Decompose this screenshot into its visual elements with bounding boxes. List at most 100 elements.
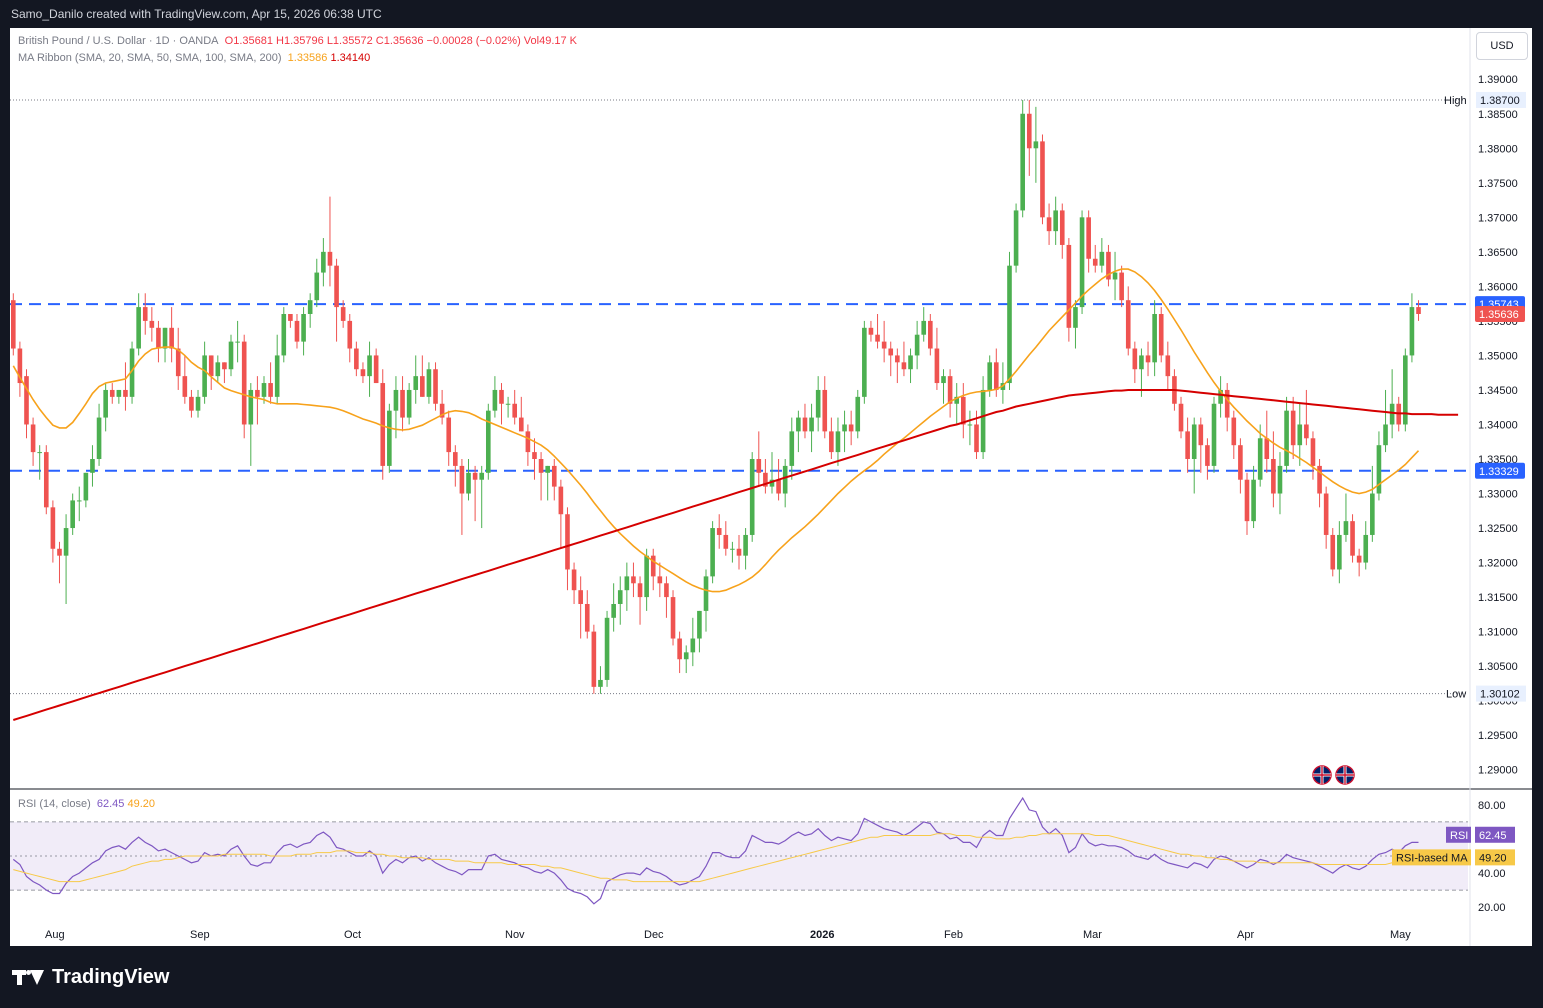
- candle-body: [367, 355, 372, 377]
- candle-body: [1059, 210, 1065, 245]
- candle-body: [690, 638, 696, 653]
- rsi-tick-label: 20.00: [1478, 902, 1506, 914]
- candle-body: [340, 307, 346, 321]
- candle-body: [1092, 258, 1098, 266]
- candle-body: [716, 528, 722, 535]
- candle-body: [387, 410, 392, 466]
- candle-body: [730, 548, 735, 550]
- rsi-ma-name-bg: [1392, 849, 1471, 866]
- candle-body: [1026, 113, 1032, 149]
- candle-body: [268, 383, 273, 397]
- time-axis-label: May: [1390, 929, 1411, 941]
- candle-body: [796, 417, 801, 432]
- candle-body: [288, 314, 293, 321]
- ma-ribbon-title[interactable]: MA Ribbon (SMA, 20, SMA, 50, SMA, 100, S…: [18, 52, 282, 64]
- rsi-value-label: 62.45: [1479, 830, 1507, 842]
- candle-body: [222, 362, 227, 370]
- candle-body: [987, 362, 993, 390]
- time-axis-label: Sep: [190, 929, 210, 941]
- candle-body: [1079, 217, 1085, 308]
- high-value-bg: [1476, 91, 1526, 108]
- candle-body: [24, 376, 29, 425]
- candle-body: [967, 424, 973, 426]
- candle-body: [30, 424, 36, 453]
- candle-body: [208, 355, 214, 377]
- time-axis-label: 2026: [810, 929, 834, 941]
- rsi-ma-legend-value: 49.20: [127, 798, 155, 810]
- time-axis-label: Apr: [1237, 929, 1254, 941]
- candle-body: [941, 376, 946, 384]
- candle-body: [532, 452, 537, 459]
- candle-body: [980, 389, 986, 453]
- price-tick-label: 1.32000: [1478, 558, 1518, 570]
- candle-body: [321, 251, 326, 273]
- candle-body: [947, 376, 953, 404]
- price-tick-label: 1.34500: [1478, 385, 1518, 397]
- candle-body: [974, 424, 979, 453]
- candle-body: [129, 348, 135, 397]
- candle-body: [248, 389, 254, 425]
- candle-body: [327, 251, 333, 266]
- candle-body: [1244, 479, 1250, 522]
- candle-body: [842, 424, 847, 432]
- footer: [0, 946, 1543, 1008]
- candle-body: [50, 507, 56, 549]
- tradingview-logo[interactable]: TradingView: [12, 966, 169, 989]
- candle-body: [76, 500, 82, 502]
- candle-body: [83, 472, 89, 501]
- candle-body: [393, 389, 399, 411]
- candle-body: [776, 479, 781, 494]
- candle-body: [670, 597, 676, 639]
- attribution-text: Samo_Danilo created with TradingView.com…: [11, 7, 382, 21]
- candle-body: [149, 320, 155, 328]
- candle-body: [637, 583, 643, 598]
- price-legend: British Pound / U.S. Dollar · 1D · OANDA…: [18, 35, 577, 47]
- ma-value-2: 1.34140: [330, 52, 371, 64]
- candle-body: [70, 500, 75, 529]
- candle-body: [1224, 389, 1230, 418]
- candle-body: [677, 638, 682, 660]
- candle-body: [598, 679, 603, 687]
- candle-body: [1277, 465, 1283, 494]
- candle-body: [631, 576, 636, 584]
- rsi-legend-value: 62.45: [96, 798, 125, 810]
- candle-body: [1053, 210, 1058, 232]
- candle-body: [1310, 438, 1316, 466]
- candle-body: [426, 369, 432, 397]
- symbol-name[interactable]: British Pound / U.S. Dollar · 1D · OANDA: [18, 35, 219, 47]
- candle-body: [954, 396, 960, 404]
- candle-body: [1211, 403, 1217, 466]
- candle-body: [617, 590, 623, 604]
- candle-body: [1198, 424, 1204, 446]
- candle-body: [1231, 417, 1237, 446]
- candle-body: [10, 300, 16, 349]
- candle-body: [868, 327, 874, 335]
- candle-body: [1297, 424, 1303, 446]
- candle-body: [406, 389, 412, 418]
- candle-body: [1125, 300, 1131, 349]
- currency-button[interactable]: USD: [1476, 32, 1528, 60]
- candle-body: [1403, 355, 1408, 425]
- candle-body: [1376, 445, 1382, 494]
- candle-body: [1007, 265, 1012, 384]
- candle-body: [657, 576, 663, 584]
- rsi-title[interactable]: RSI (14, close): [18, 798, 91, 810]
- candle-body: [1238, 445, 1243, 480]
- candle-body: [558, 486, 564, 515]
- candle-body: [1330, 534, 1336, 570]
- candle-body: [591, 631, 597, 687]
- candle-body: [545, 465, 550, 473]
- candle-body: [789, 431, 795, 466]
- rsi-line-1: [13, 833, 1419, 883]
- candle-body: [17, 348, 23, 384]
- candle-body: [57, 548, 62, 556]
- candle-body: [551, 465, 557, 487]
- rsi-name-bg: [1446, 826, 1471, 843]
- candle-body: [261, 383, 267, 397]
- rsi-tick-label: 40.00: [1478, 868, 1506, 880]
- level-label-1-bg: [1475, 462, 1525, 479]
- candle-body: [43, 452, 49, 508]
- candle-body: [743, 534, 748, 556]
- candle-body: [604, 617, 610, 680]
